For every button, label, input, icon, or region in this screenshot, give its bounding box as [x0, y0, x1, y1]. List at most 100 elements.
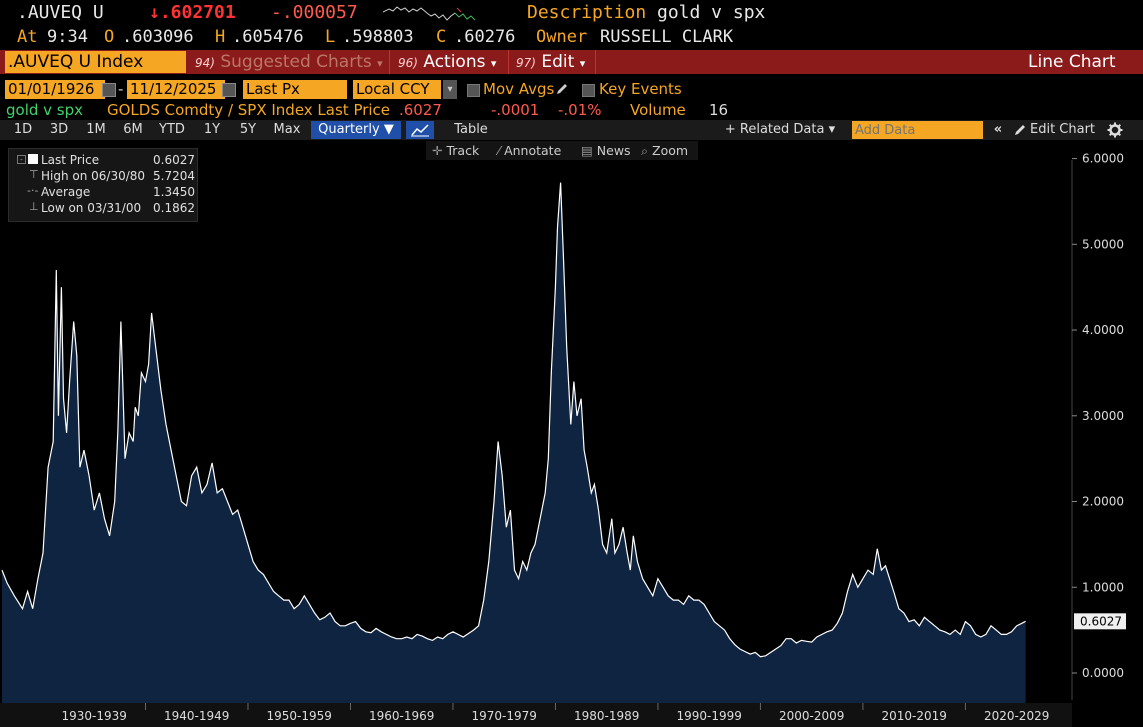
series-name: gold v spx	[6, 101, 84, 119]
range-1y[interactable]: 1Y	[203, 122, 221, 137]
y-tick-label: 6.0000	[1082, 152, 1124, 166]
menu-bar: .AUVEQ U Index 94) Suggested Charts ▾ 96…	[0, 50, 1143, 74]
news-tool[interactable]: ▤ News	[581, 143, 631, 158]
periodicity-select[interactable]: Quarterly ▼	[311, 121, 401, 139]
divider	[508, 50, 509, 74]
series-change: -.0001	[491, 101, 540, 119]
price-area	[2, 182, 1026, 704]
owner-label: Owner	[536, 27, 588, 47]
series-pct-change: -.01%	[558, 101, 602, 119]
x-axis-label: 2000-2009	[779, 709, 844, 723]
suggested-charts-button[interactable]: 94) Suggested Charts ▾	[195, 50, 383, 74]
legend-last-label: Last Price	[41, 153, 100, 167]
divider	[389, 50, 390, 74]
edit-chart-button[interactable]: Edit Chart	[1030, 122, 1096, 137]
range-max[interactable]: Max	[273, 122, 301, 137]
description-value: gold v spx	[657, 2, 766, 23]
price-line	[1, 182, 1026, 658]
chevron-down-icon: ▾	[579, 57, 586, 70]
end-date-field[interactable]: 11/12/2025	[127, 80, 225, 99]
actions-num: 96)	[398, 56, 418, 70]
description-label: Description	[527, 2, 647, 23]
time-value: 9:34	[47, 27, 88, 47]
high-value: .605476	[232, 27, 304, 47]
add-data-input[interactable]	[852, 121, 983, 139]
y-tick-label: 3.0000	[1082, 409, 1124, 423]
low-value: .598803	[342, 27, 414, 47]
legend-low-value: 0.1862	[153, 201, 195, 215]
actions-button[interactable]: 96) Actions ▾	[398, 50, 496, 74]
series-swatch	[28, 154, 38, 164]
y-tick-label: 5.0000	[1082, 237, 1124, 251]
y-tick-label: 1.0000	[1082, 580, 1124, 594]
zoom-icon: ⌕	[641, 143, 649, 158]
calendar-icon[interactable]	[222, 83, 236, 97]
range-6m[interactable]: 6M	[123, 122, 143, 137]
actions-label: Actions	[423, 52, 486, 72]
x-axis-label: 1940-1949	[164, 709, 229, 723]
range-ytd[interactable]: YTD	[159, 122, 185, 137]
edit-num: 97)	[516, 56, 536, 70]
sparkline-icon	[383, 6, 476, 21]
range-3d[interactable]: 3D	[49, 122, 69, 137]
collapse-box-icon[interactable]: -	[17, 155, 26, 164]
calendar-icon[interactable]	[102, 83, 116, 97]
legend-last-value: 0.6027	[153, 153, 195, 167]
series-last: .6027	[399, 101, 442, 119]
related-data-button[interactable]: + Related Data ▾	[724, 122, 836, 137]
last-price-tag: 0.6027	[1074, 613, 1126, 630]
security-field[interactable]: .AUVEQ U Index	[5, 51, 186, 73]
table-button[interactable]: Table	[454, 122, 488, 137]
chart-legend: - Last Price 0.6027 ⊤ High on 06/30/80 5…	[8, 148, 198, 222]
chart-type-title: Line Chart	[1028, 52, 1116, 72]
x-axis-label: 1980-1989	[574, 709, 639, 723]
y-tick-label: 2.0000	[1082, 495, 1124, 509]
news-icon: ▤	[581, 143, 593, 158]
line-chart-icon[interactable]	[406, 121, 434, 139]
mov-avgs-checkbox[interactable]	[467, 84, 480, 97]
track-tool[interactable]: ✛ Track	[432, 143, 479, 158]
annotate-label: Annotate	[504, 143, 562, 158]
high-label: H	[215, 27, 226, 47]
annotate-tool[interactable]: ⁄ Annotate	[498, 143, 561, 158]
x-axis-band	[0, 703, 1072, 727]
change-value: -.000057	[271, 2, 358, 23]
range-1m[interactable]: 1M	[86, 122, 106, 137]
low-marker-icon: ⊥	[29, 200, 39, 213]
chevron-down-icon[interactable]: ▾	[443, 80, 457, 99]
x-axis-label: 1960-1969	[369, 709, 434, 723]
owner-value: RUSSELL CLARK	[600, 27, 734, 47]
range-5y[interactable]: 5Y	[239, 122, 257, 137]
pencil-icon[interactable]	[1013, 123, 1027, 137]
key-events-label: Key Events	[599, 80, 682, 98]
y-tick-label: 0.0000	[1082, 666, 1124, 680]
high-marker-icon: ⊤	[29, 168, 39, 181]
gear-icon[interactable]	[1107, 122, 1123, 138]
x-axis-label: 1970-1979	[471, 709, 536, 723]
pencil-icon[interactable]	[555, 82, 569, 96]
suggested-label: Suggested Charts	[220, 52, 372, 72]
range-1d[interactable]: 1D	[13, 122, 33, 137]
edit-button[interactable]: 97) Edit ▾	[516, 50, 585, 74]
line-tool-icon: ⁄	[498, 143, 501, 158]
currency-select[interactable]: Local CCY	[353, 80, 441, 99]
chart-toolbar: 1D 3D 1M 6M YTD 1Y 5Y Max Quarterly ▼ Ta…	[0, 120, 1143, 140]
price-chart[interactable]: 0.0000 1.0000 2.0000 3.0000 4.0000 5.0000 6.00…	[0, 140, 1143, 727]
start-date-field[interactable]: 01/01/1926	[5, 80, 105, 99]
mov-avgs-label: Mov Avgs	[483, 80, 555, 98]
x-axis-label: 1930-1939	[62, 709, 127, 723]
last-price-tag-label: 0.6027	[1080, 614, 1122, 628]
key-events-checkbox[interactable]	[582, 84, 595, 97]
ticker: .AUVEQ U	[17, 2, 104, 23]
field-select[interactable]: Last Px	[243, 80, 347, 99]
x-axis-label: 1990-1999	[676, 709, 741, 723]
crosshair-icon: ✛	[432, 143, 443, 158]
collapse-icon[interactable]: «	[993, 122, 1003, 137]
date-separator: -	[118, 80, 124, 98]
chevron-down-icon: ▾	[377, 57, 383, 70]
edit-label: Edit	[541, 52, 575, 72]
x-axis-label: 2010-2019	[881, 709, 946, 723]
zoom-tool[interactable]: ⌕ Zoom	[641, 143, 688, 159]
suggested-num: 94)	[195, 56, 215, 70]
news-label: News	[596, 143, 631, 158]
